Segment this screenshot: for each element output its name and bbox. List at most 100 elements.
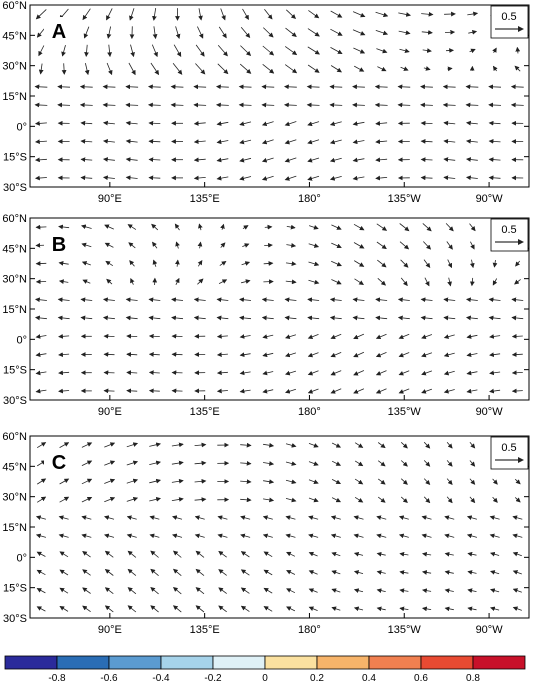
wind-vector [81, 242, 92, 248]
lon-label: 135°E [190, 406, 220, 418]
colorbar-tick-label: 0.4 [362, 673, 376, 683]
wind-vector [263, 261, 274, 266]
lat-label: 60°N [2, 0, 27, 12]
reference-vector-box [490, 436, 529, 470]
wind-vector [307, 334, 319, 340]
wind-vector [398, 533, 409, 539]
wind-vector [239, 370, 251, 376]
anomaly-blob [295, 9, 494, 61]
wind-vector [172, 62, 183, 75]
wind-vector [239, 63, 252, 74]
wind-vector [239, 121, 252, 127]
wind-vector [83, 26, 90, 39]
wind-vector [353, 47, 366, 54]
wind-vector [58, 333, 70, 339]
wind-vector [59, 496, 70, 503]
coastline [40, 509, 80, 527]
wind-vector [331, 279, 342, 285]
lon-label: 135°W [388, 193, 422, 205]
wind-vector [125, 138, 138, 144]
wind-vector [61, 44, 66, 57]
colorbar-tick-label: 0.8 [466, 673, 480, 683]
wind-vector [285, 461, 297, 466]
wind-vector [216, 297, 229, 303]
wind-vector [81, 460, 93, 466]
wind-vector [514, 279, 521, 285]
wind-vector [126, 496, 139, 502]
wind-vector [307, 139, 320, 145]
wind-vector [286, 551, 296, 557]
wind-vector [375, 315, 388, 321]
wind-vector [148, 84, 161, 90]
wind-vector [284, 315, 297, 321]
anomaly-blob [30, 331, 230, 400]
wind-vector [80, 297, 93, 303]
wind-vector [467, 11, 479, 17]
wind-vector [510, 102, 524, 108]
anomaly-blob [111, 5, 529, 97]
wind-vector [197, 26, 204, 39]
wind-vector [239, 139, 252, 145]
wind-vector [57, 102, 71, 108]
wind-vector [397, 315, 410, 321]
wind-vector [264, 224, 273, 230]
wind-vector [376, 515, 387, 520]
wind-vector [261, 84, 275, 90]
wind-vector [514, 65, 521, 72]
reference-vector-label: 0.5 [501, 11, 516, 23]
panel-label-box [44, 17, 74, 43]
wind-vector [148, 370, 160, 376]
wind-vector [423, 259, 431, 269]
wind-vector [262, 388, 274, 394]
anomaly-blob [339, 145, 409, 171]
wind-vector [171, 460, 184, 466]
wind-vector [217, 44, 228, 57]
wind-vector [241, 279, 251, 284]
wind-vector [150, 550, 159, 558]
wind-vector [35, 121, 47, 126]
wind-vector [353, 606, 364, 612]
colorbar-swatch [420, 655, 474, 670]
wind-vector [469, 277, 475, 287]
wind-vector [174, 259, 180, 267]
wind-vector [352, 121, 365, 126]
wind-vector [490, 570, 500, 575]
coastline [489, 523, 519, 581]
wind-vector [469, 478, 476, 485]
wind-vector [172, 515, 183, 520]
wind-vector [80, 157, 93, 162]
reference-vector-label: 0.5 [501, 442, 516, 454]
wind-vector [171, 478, 184, 484]
wind-vector [329, 84, 343, 90]
wind-vector [286, 588, 296, 594]
wind-vector [149, 515, 160, 521]
wind-vector [422, 223, 432, 232]
wind-vector [81, 442, 93, 448]
wind-vector [285, 497, 297, 503]
wind-vector [261, 175, 274, 181]
wind-vector [240, 533, 251, 539]
wind-vector [80, 315, 93, 321]
wind-vector [242, 225, 249, 230]
wind-vector [285, 479, 297, 485]
wind-vector [102, 84, 116, 90]
wind-vector [421, 30, 433, 35]
wind-vector [308, 515, 319, 520]
wind-vector [469, 259, 475, 269]
wind-vector [216, 315, 229, 321]
wind-vector [399, 588, 409, 594]
wind-vector [308, 279, 320, 285]
wind-vector [175, 26, 181, 39]
wind-vector [423, 460, 431, 467]
wind-vector [104, 515, 115, 520]
wind-vector [467, 606, 477, 612]
wind-vector [307, 297, 320, 303]
significance-stipple [70, 264, 205, 310]
wind-vector [446, 478, 453, 486]
wind-vector [217, 533, 228, 539]
wind-vector [352, 157, 365, 163]
wind-vector [308, 461, 319, 466]
wind-vector [331, 242, 342, 249]
wind-vector [150, 568, 159, 577]
wind-vector [399, 570, 409, 575]
